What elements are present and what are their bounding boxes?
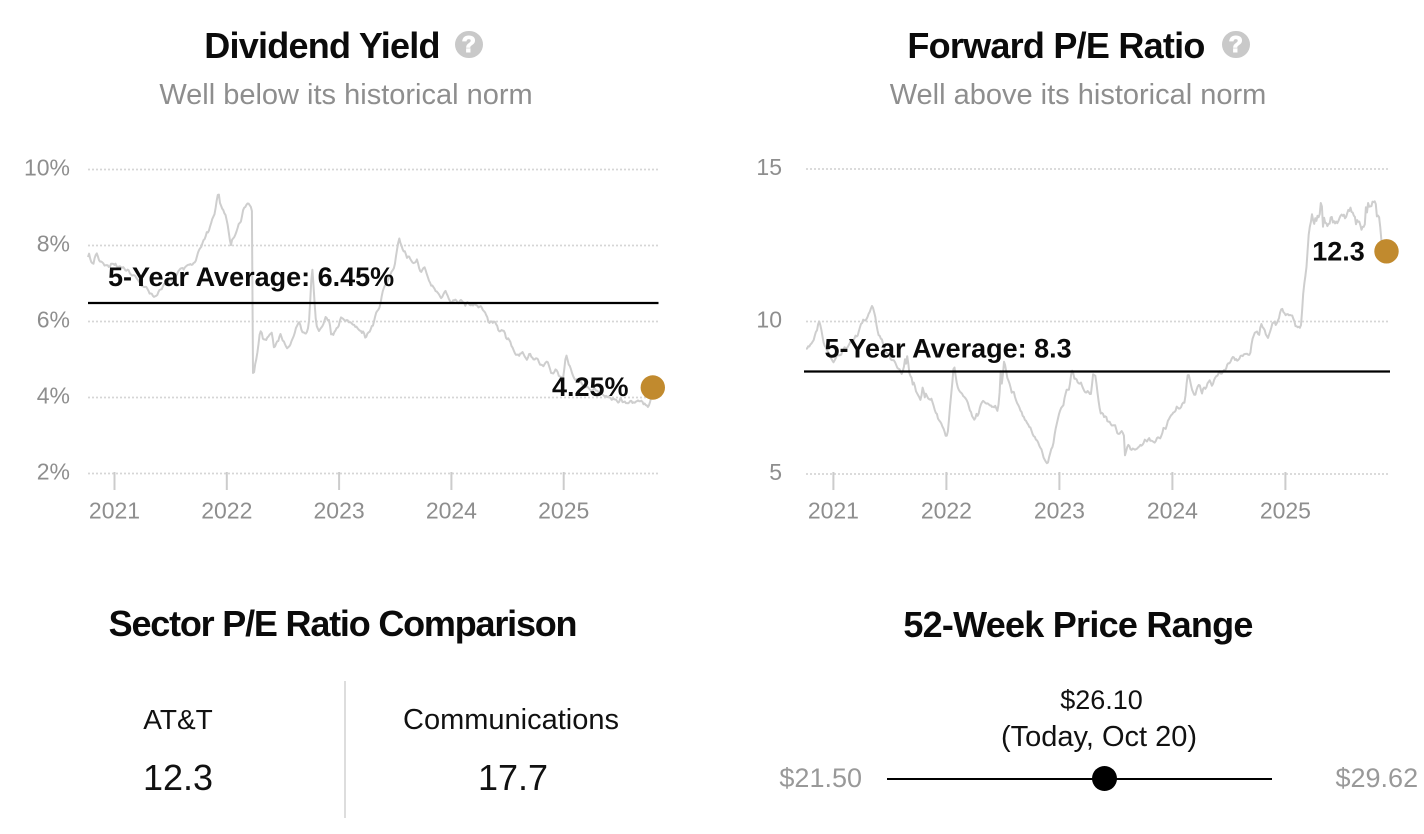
svg-text:6%: 6% — [37, 307, 70, 333]
svg-text:2025: 2025 — [1260, 498, 1311, 524]
svg-text:5: 5 — [769, 459, 782, 485]
svg-text:2021: 2021 — [89, 498, 140, 524]
svg-text:10: 10 — [756, 307, 782, 333]
svg-text:2022: 2022 — [201, 498, 252, 524]
svg-text:2023: 2023 — [314, 498, 365, 524]
svg-text:2025: 2025 — [538, 498, 589, 524]
svg-text:2022: 2022 — [921, 498, 972, 524]
svg-text:8%: 8% — [37, 231, 70, 257]
svg-text:5-Year Average: 6.45%: 5-Year Average: 6.45% — [108, 262, 394, 292]
svg-text:5-Year Average: 8.3: 5-Year Average: 8.3 — [825, 334, 1072, 364]
svg-text:10%: 10% — [24, 155, 70, 181]
svg-text:2024: 2024 — [1147, 498, 1198, 524]
svg-text:2021: 2021 — [808, 498, 859, 524]
svg-text:4%: 4% — [37, 383, 70, 409]
svg-text:2024: 2024 — [426, 498, 477, 524]
svg-text:12.3: 12.3 — [1312, 237, 1365, 267]
svg-text:2%: 2% — [37, 459, 70, 485]
svg-text:2023: 2023 — [1034, 498, 1085, 524]
svg-text:4.25%: 4.25% — [552, 372, 629, 402]
svg-text:15: 15 — [756, 154, 782, 180]
